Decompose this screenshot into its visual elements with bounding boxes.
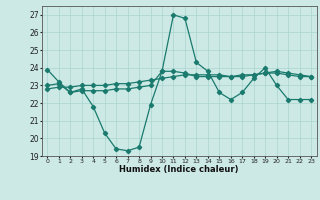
X-axis label: Humidex (Indice chaleur): Humidex (Indice chaleur): [119, 165, 239, 174]
